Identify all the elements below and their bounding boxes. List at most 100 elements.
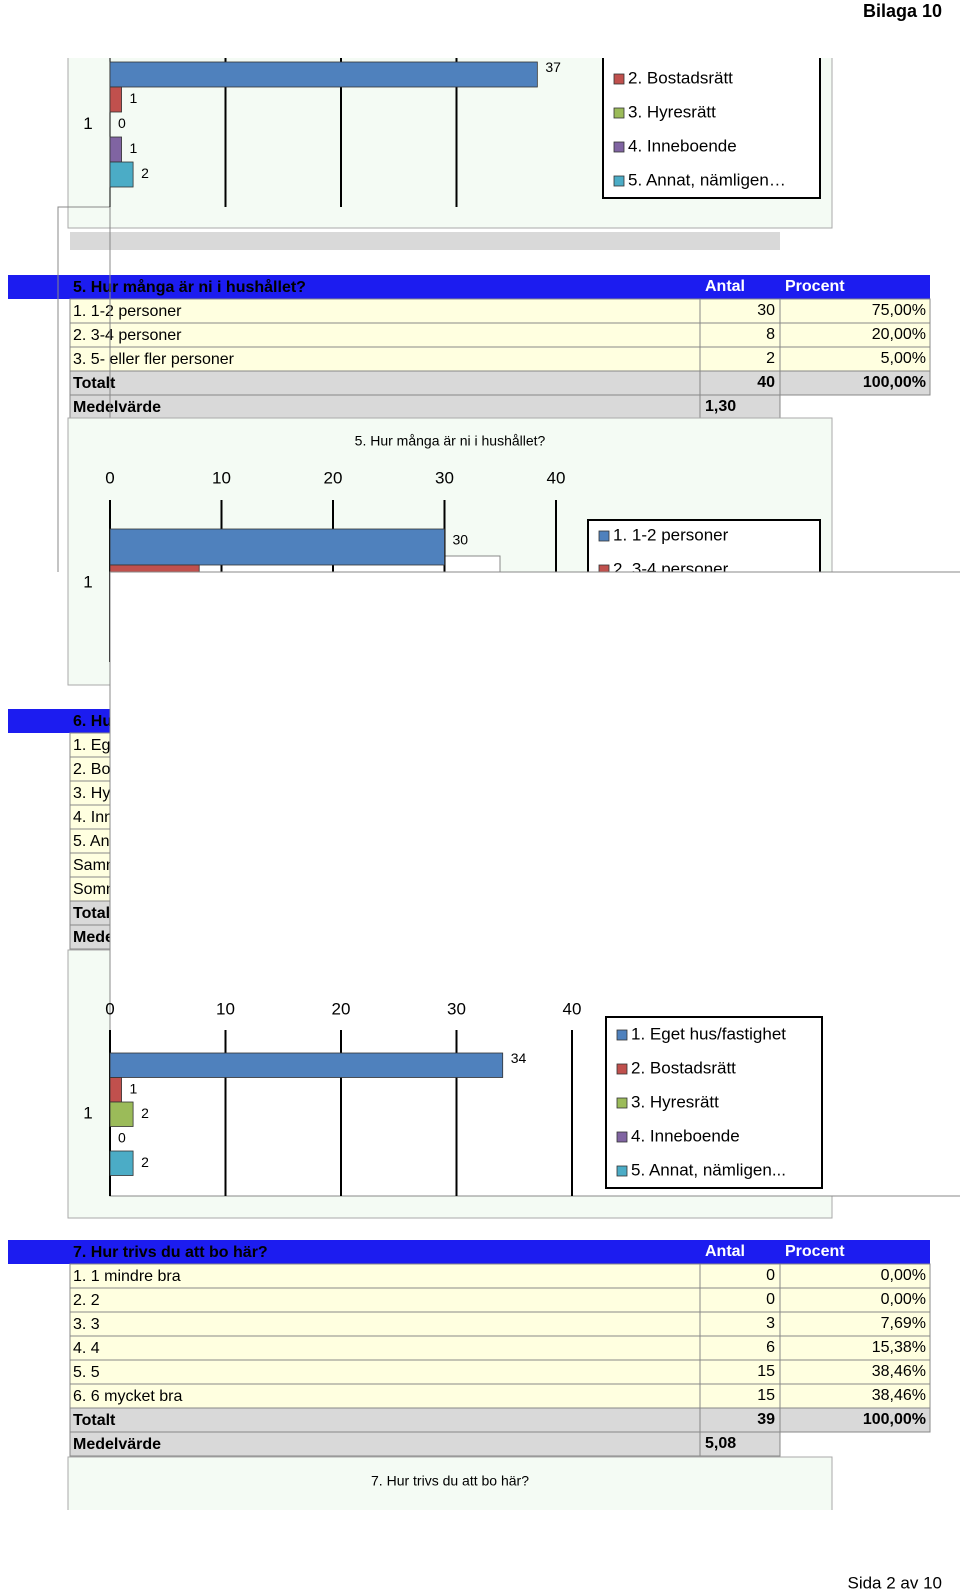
- legend-swatch: [616, 1165, 628, 1177]
- row-count: 2: [766, 350, 775, 367]
- table-cell: [699, 1359, 781, 1385]
- data-label: 30: [453, 532, 469, 548]
- table-cell: [69, 1335, 701, 1361]
- bar: [109, 1077, 122, 1103]
- legend-swatch: [616, 1131, 628, 1143]
- row-percent: 75,00%: [872, 302, 926, 319]
- row-count: 39: [757, 1411, 775, 1428]
- legend-label: 3. Hyresrätt: [631, 1092, 719, 1111]
- legend-swatch: [598, 530, 610, 542]
- bar: [109, 161, 134, 188]
- legend-border: [605, 1016, 823, 1189]
- chart-box-border: [67, 1456, 833, 1510]
- table-header: [8, 1240, 930, 1264]
- row-label: 2. 3-4 personer: [73, 327, 182, 344]
- chart-strip: [70, 232, 780, 250]
- legend: [606, 1017, 822, 1188]
- table-cell: [69, 1383, 701, 1409]
- category-label: 1: [83, 1104, 92, 1123]
- table-title: 5. Hur många är ni i hushållet?: [73, 278, 306, 296]
- bar: [109, 1150, 134, 1176]
- data-label: 1: [130, 140, 138, 156]
- column-header: Procent: [785, 1243, 845, 1260]
- row-count: 15: [757, 1363, 775, 1380]
- row-percent: 15,38%: [872, 1339, 926, 1356]
- data-label: 1: [130, 90, 138, 106]
- row-label: 2. 2: [73, 1292, 100, 1309]
- table-cell: [699, 1287, 781, 1313]
- table-cell: [779, 298, 931, 324]
- bar: [109, 86, 122, 113]
- row-count: 30: [757, 302, 775, 319]
- table-cell: [779, 1287, 931, 1313]
- data-label: 0: [118, 1129, 126, 1145]
- legend-label: 5. Annat, nämligen...: [631, 1160, 786, 1179]
- table-cell: [779, 1359, 931, 1385]
- legend: [603, 58, 820, 198]
- x-tick-label: 30: [447, 999, 466, 1018]
- row-percent: 5,00%: [881, 350, 926, 367]
- legend-swatch: [616, 1097, 628, 1109]
- table-cell: [69, 1311, 701, 1337]
- plot-area-border: [57, 206, 111, 572]
- row-count: 8: [766, 326, 775, 343]
- table-cell: [699, 1431, 781, 1457]
- row-count: 15: [757, 1387, 775, 1404]
- x-tick-label: 0: [105, 999, 114, 1018]
- row-percent: 100,00%: [863, 1411, 926, 1428]
- table-cell: [69, 394, 701, 420]
- legend-swatch: [613, 73, 625, 85]
- bar: [109, 528, 445, 566]
- row-count: 0: [766, 1291, 775, 1308]
- category-label: 1: [83, 572, 92, 591]
- chart-title: 5. Hur många är ni i hushållet?: [355, 433, 546, 449]
- x-tick-label: 20: [332, 999, 351, 1018]
- table-cell: [779, 1311, 931, 1337]
- plot-area: [110, 572, 960, 1196]
- row-mean: 5,08: [705, 1435, 736, 1452]
- x-tick-label: 40: [547, 468, 566, 487]
- legend-label: 2. Bostadsrätt: [631, 1058, 736, 1077]
- row-count: 0: [766, 1267, 775, 1284]
- table-header: [8, 275, 930, 299]
- table-cell: [69, 1287, 701, 1313]
- data-label: 1: [130, 1080, 138, 1096]
- bar: [109, 1101, 134, 1127]
- chart-box: [68, 1457, 832, 1510]
- row-percent: 100,00%: [863, 374, 926, 391]
- table-cell: [69, 1263, 701, 1289]
- table-cell: [699, 394, 781, 420]
- plot-area-border: [109, 571, 960, 1197]
- row-percent: 38,46%: [872, 1387, 926, 1404]
- x-tick-label: 20: [324, 468, 343, 487]
- data-label: 2: [141, 165, 149, 181]
- legend-label: 3. Hyresrätt: [628, 102, 716, 121]
- row-label: 3. 5- eller fler personer: [73, 351, 235, 368]
- x-tick-label: 40: [563, 999, 582, 1018]
- legend-label: 4. Inneboende: [628, 136, 737, 155]
- row-percent: 0,00%: [881, 1267, 926, 1284]
- row-label: Totalt: [73, 375, 116, 392]
- page-footer: Sida 2 av 10: [847, 1573, 942, 1592]
- table-cell: [699, 1263, 781, 1289]
- row-mean: 1,30: [705, 398, 736, 415]
- table-title: 7. Hur trivs du att bo här?: [73, 1244, 268, 1261]
- table-cell: [69, 1359, 701, 1385]
- row-label: 1. 1 mindre bra: [73, 1268, 181, 1285]
- table-cell: [699, 1335, 781, 1361]
- x-tick-label: 0: [105, 468, 114, 487]
- data-label: 2: [141, 1154, 149, 1170]
- bar: [109, 1052, 504, 1078]
- table-cell: [69, 1431, 701, 1457]
- legend-label: 1. 1-2 personer: [613, 525, 729, 544]
- chart-title: 7. Hur trivs du att bo här?: [371, 1473, 529, 1489]
- data-label: 37: [545, 59, 561, 75]
- data-label: 0: [118, 115, 126, 131]
- table-cell: [69, 1407, 701, 1433]
- data-label: 34: [511, 1050, 527, 1066]
- x-tick-label: 10: [216, 999, 235, 1018]
- table-cell: [779, 346, 931, 372]
- row-count: 40: [757, 374, 775, 391]
- bar: [109, 61, 538, 88]
